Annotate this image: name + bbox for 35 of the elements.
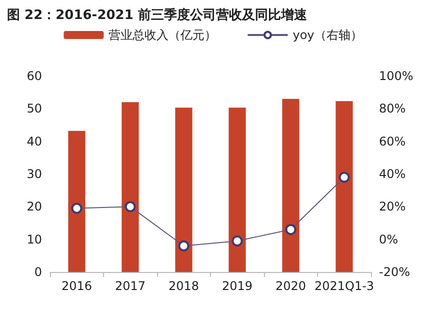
bar xyxy=(122,102,139,272)
x-tick-label: 2016 xyxy=(61,279,92,293)
bar xyxy=(68,130,86,272)
point xyxy=(338,172,350,183)
legend-label: yoy（右轴） xyxy=(292,28,362,42)
y2-tick-label: 0% xyxy=(379,232,398,246)
y-tick-label: 60 xyxy=(26,69,42,83)
point xyxy=(124,201,136,212)
y2-tick-label: -20% xyxy=(379,265,410,279)
y-tick-label: 40 xyxy=(26,134,42,148)
y-tick-label: 20 xyxy=(26,200,42,214)
point xyxy=(285,224,296,236)
point xyxy=(178,240,190,252)
x-tick-label: 2019 xyxy=(222,279,253,293)
bar xyxy=(228,108,246,272)
y2-tick-label: 20% xyxy=(379,200,406,214)
y2-tick-label: 100% xyxy=(379,69,414,83)
point xyxy=(232,235,243,246)
y2-tick-label: 60% xyxy=(379,134,406,148)
y-tick-label: 0 xyxy=(34,265,42,279)
bar xyxy=(282,98,300,272)
x-tick-label: 2020 xyxy=(275,279,306,293)
bar xyxy=(336,101,353,272)
bar xyxy=(175,108,192,272)
x-tick-label: 2021Q1-3 xyxy=(314,279,374,293)
y2-tick-label: 80% xyxy=(379,102,406,116)
y-tick-label: 10 xyxy=(26,232,42,246)
x-tick-label: 2017 xyxy=(114,279,146,293)
x-tick-label: 2018 xyxy=(168,279,200,293)
legend-label: 营业总收入（亿元） xyxy=(108,28,217,42)
chart-title: 图 22：2016-2021 前三季度公司营收及同比增速 xyxy=(7,7,308,23)
y-tick-label: 50 xyxy=(26,102,42,116)
y-tick-label: 30 xyxy=(26,167,42,181)
y2-tick-label: 40% xyxy=(379,167,406,181)
point xyxy=(71,202,82,214)
